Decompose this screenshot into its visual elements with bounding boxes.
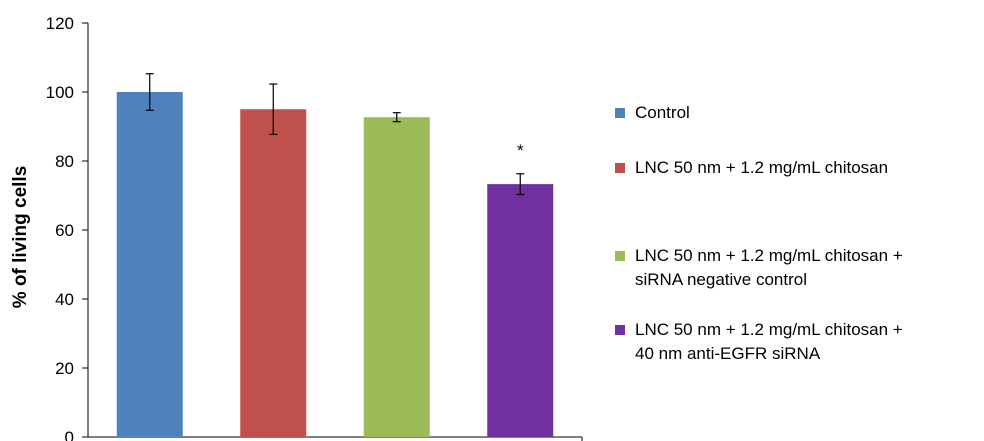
legend-label: LNC 50 nm + 1.2 mg/mL chitosan + bbox=[635, 320, 903, 339]
legend-label: Control bbox=[635, 103, 690, 122]
y-tick-label: 120 bbox=[46, 14, 74, 33]
y-axis-label: % of living cells bbox=[10, 166, 31, 309]
legend-label: siRNA negative control bbox=[635, 270, 807, 289]
legend-swatch bbox=[615, 251, 625, 261]
y-tick-label: 60 bbox=[55, 221, 74, 240]
bar bbox=[487, 184, 553, 437]
legend-label: 40 nm anti-EGFR siRNA bbox=[635, 344, 821, 363]
legend-swatch bbox=[615, 163, 625, 173]
legend: Control LNC 50 nm + 1.2 mg/mL chitosan LNC… bbox=[615, 103, 903, 363]
plot-area: 0 20 40 60 80 100 120 * bbox=[46, 14, 582, 441]
bar bbox=[117, 92, 183, 437]
significance-marker: * bbox=[517, 141, 524, 160]
y-tick-label: 100 bbox=[46, 83, 74, 102]
legend-swatch bbox=[615, 325, 625, 335]
bar bbox=[364, 117, 430, 437]
y-tick-label: 20 bbox=[55, 359, 74, 378]
bar bbox=[240, 109, 306, 437]
y-tick-label: 0 bbox=[65, 428, 74, 441]
legend-swatch bbox=[615, 108, 625, 118]
legend-label: LNC 50 nm + 1.2 mg/mL chitosan + bbox=[635, 246, 903, 265]
legend-label: LNC 50 nm + 1.2 mg/mL chitosan bbox=[635, 158, 888, 177]
y-tick-label: 80 bbox=[55, 152, 74, 171]
y-tick-label: 40 bbox=[55, 290, 74, 309]
